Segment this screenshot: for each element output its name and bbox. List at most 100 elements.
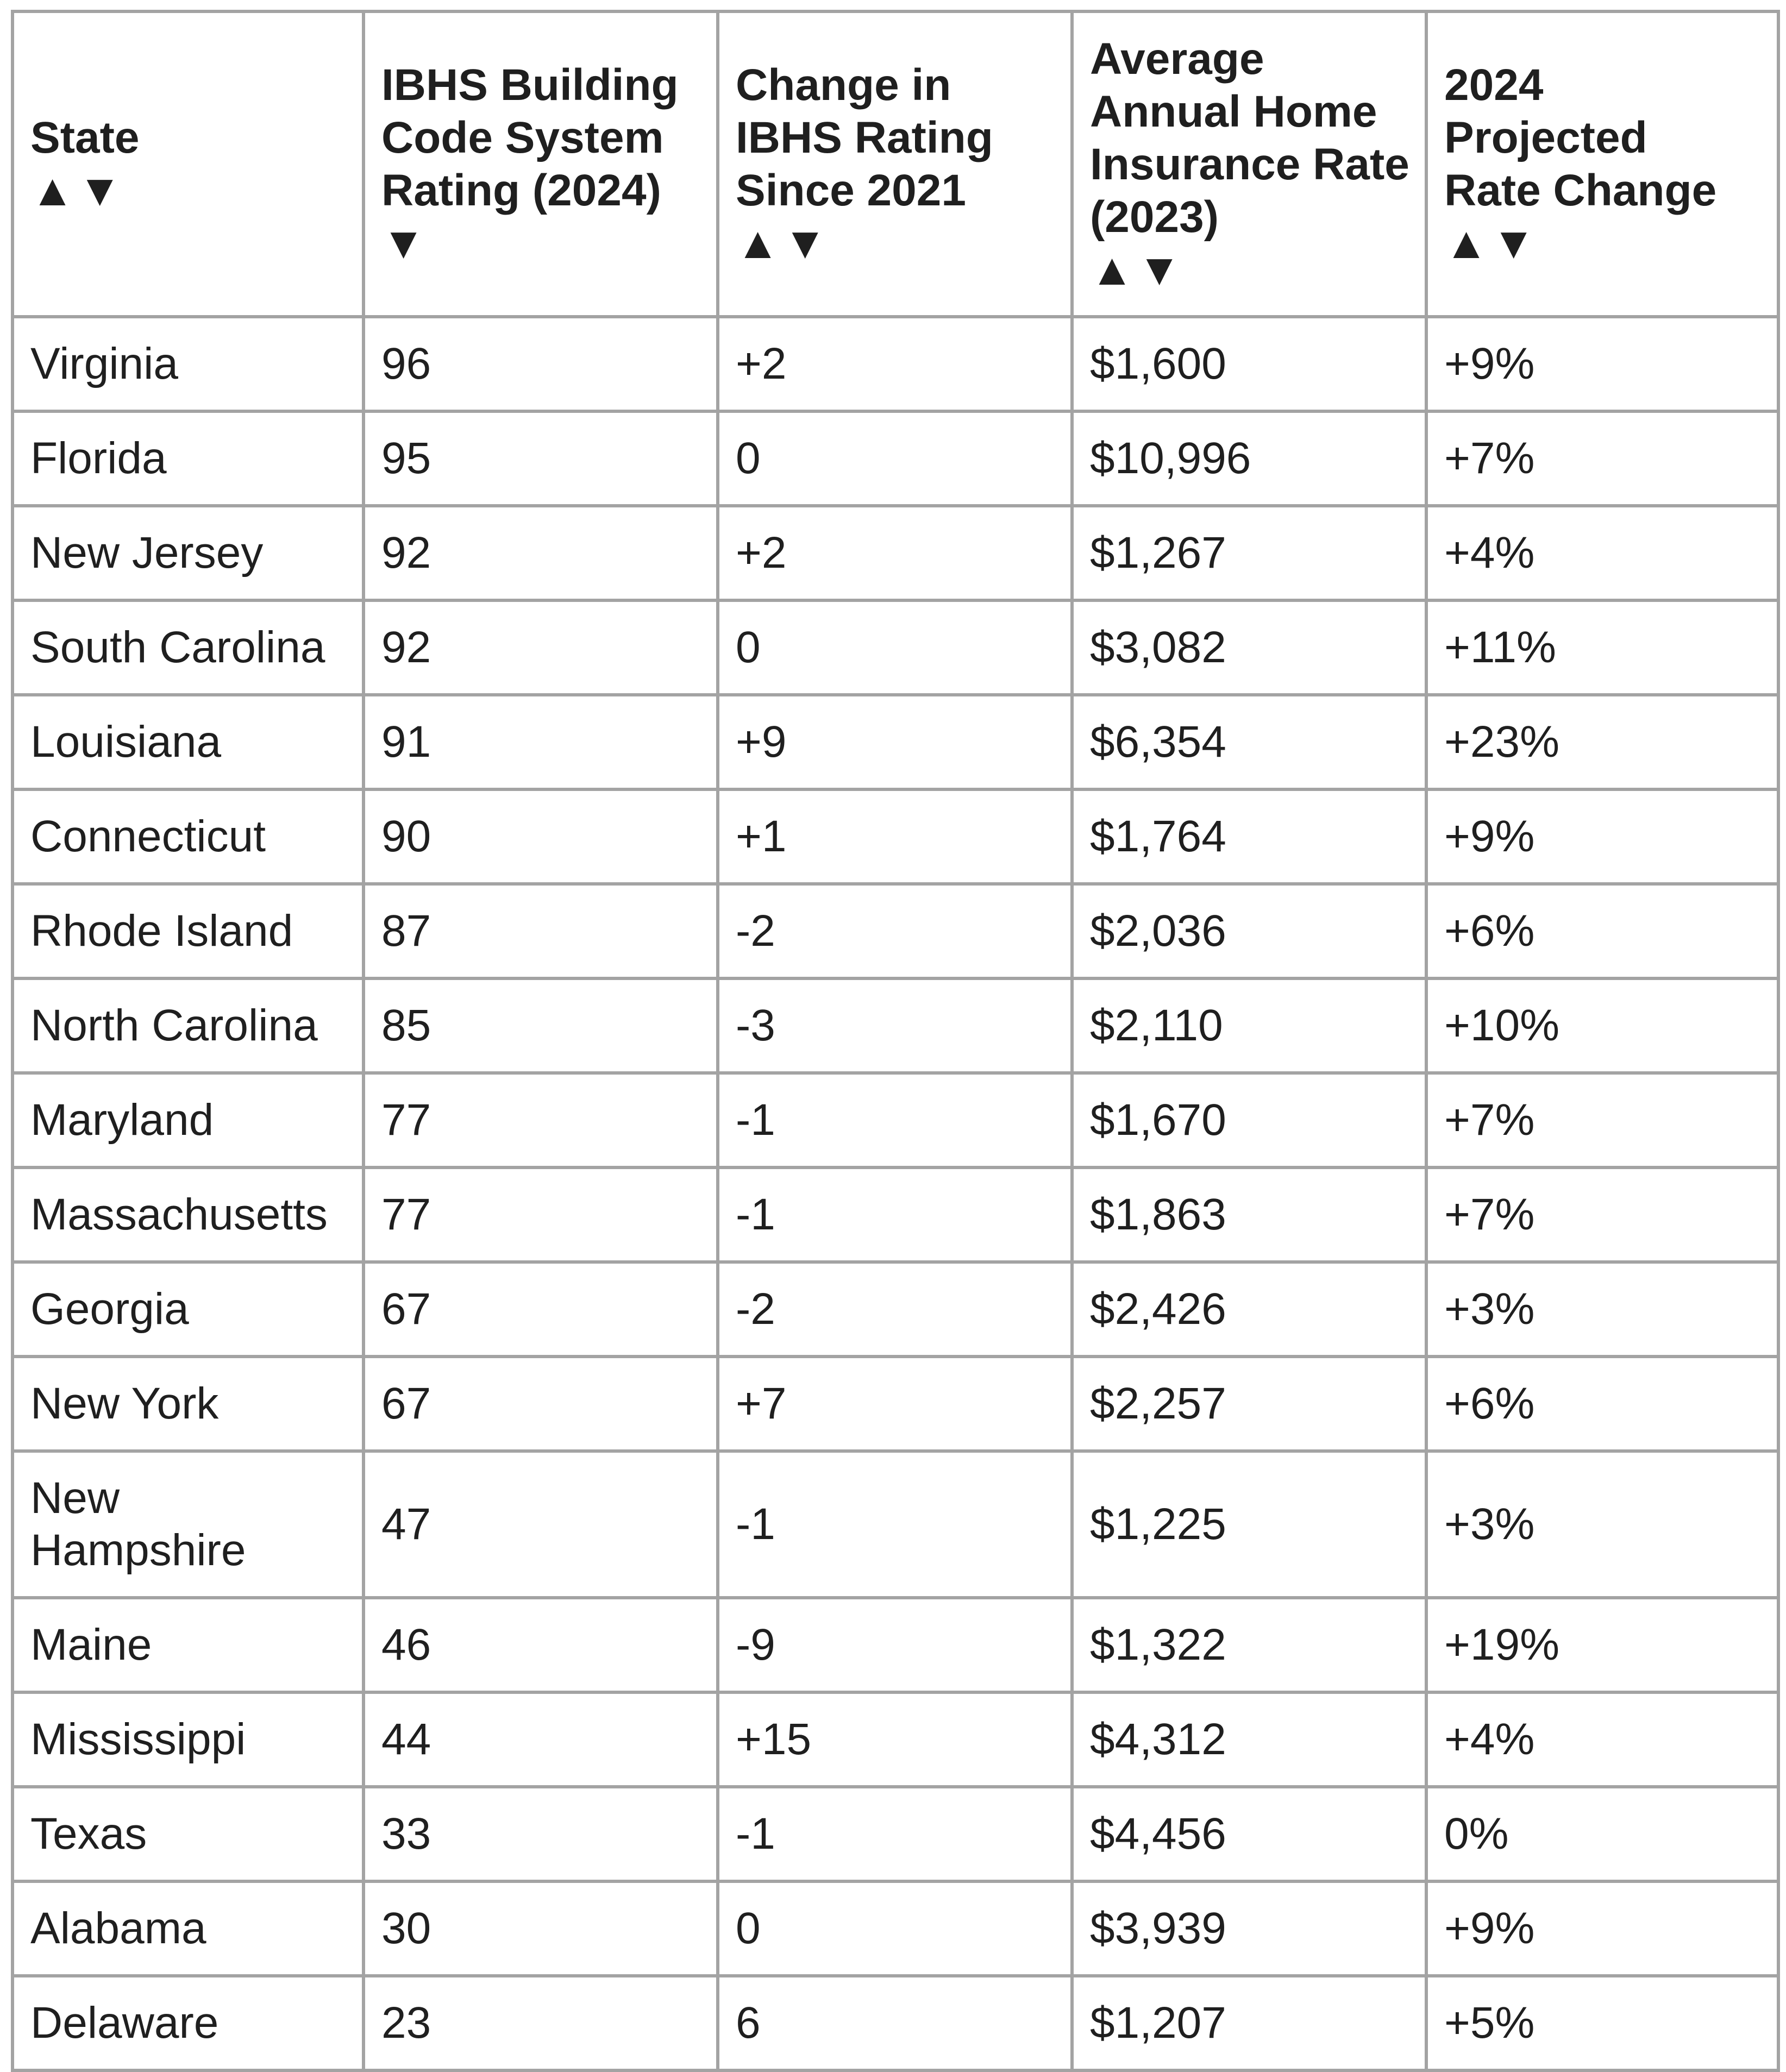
cell-projected-rate-change: +23% (1425, 693, 1780, 791)
cell-ibhs-rating: 95 (362, 410, 719, 507)
table-row: Virginia 96 +2 $1,600 +9% (11, 315, 1780, 413)
cell-projected-rate-change: +7% (1425, 1071, 1780, 1169)
state-insurance-table: State ▲▼ IBHS Building Code System Ratin… (11, 10, 1780, 2072)
cell-rating-change: -1 (716, 1449, 1074, 1599)
cell-avg-insurance-rate: $2,036 (1070, 882, 1428, 980)
cell-projected-rate-change: +7% (1425, 1166, 1780, 1264)
cell-avg-insurance-rate: $4,456 (1070, 1785, 1428, 1883)
sort-desc-icon[interactable]: ▼ (381, 218, 429, 268)
table-row: Maryland 77 -1 $1,670 +7% (11, 1071, 1780, 1169)
column-header-label: IBHS Building Code System Rating (2024) (381, 60, 679, 215)
cell-ibhs-rating: 44 (362, 1691, 719, 1788)
cell-projected-rate-change: +6% (1425, 882, 1780, 980)
cell-rating-change: -1 (716, 1071, 1074, 1169)
column-header-avg-insurance-rate[interactable]: Average Annual Home Insurance Rate (2023… (1070, 10, 1428, 318)
cell-ibhs-rating: 46 (362, 1596, 719, 1694)
table-row: Rhode Island 87 -2 $2,036 +6% (11, 882, 1780, 980)
table-row: Maine 46 -9 $1,322 +19% (11, 1596, 1780, 1694)
cell-avg-insurance-rate: $1,764 (1070, 788, 1428, 886)
column-header-projected-rate-change[interactable]: 2024 Projected Rate Change ▲▼ (1425, 10, 1780, 318)
cell-state: Louisiana (11, 693, 365, 791)
column-header-rating-change[interactable]: Change in IBHS Rating Since 2021 ▲▼ (716, 10, 1074, 318)
cell-state: Mississippi (11, 1691, 365, 1788)
cell-avg-insurance-rate: $1,600 (1070, 315, 1428, 413)
column-header-label: Change in IBHS Rating Since 2021 (736, 60, 993, 215)
table-row: Texas 33 -1 $4,456 0% (11, 1785, 1780, 1883)
cell-projected-rate-change: +7% (1425, 410, 1780, 507)
cell-rating-change: 6 (716, 1974, 1074, 2072)
cell-state: Maryland (11, 1071, 365, 1169)
insurance-table-container: State ▲▼ IBHS Building Code System Ratin… (11, 10, 1780, 2072)
cell-avg-insurance-rate: $3,939 (1070, 1880, 1428, 1977)
cell-projected-rate-change: +4% (1425, 1691, 1780, 1788)
cell-ibhs-rating: 92 (362, 504, 719, 602)
cell-state: Alabama (11, 1880, 365, 1977)
cell-state: Texas (11, 1785, 365, 1883)
cell-rating-change: +1 (716, 788, 1074, 886)
cell-state: Delaware (11, 1974, 365, 2072)
cell-state: Connecticut (11, 788, 365, 886)
cell-rating-change: +7 (716, 1355, 1074, 1453)
cell-rating-change: 0 (716, 410, 1074, 507)
cell-projected-rate-change: +9% (1425, 1880, 1780, 1977)
cell-rating-change: 0 (716, 1880, 1074, 1977)
cell-state: New York (11, 1355, 365, 1453)
sort-arrows-icon[interactable]: ▲▼ (1090, 244, 1185, 294)
table-row: Delaware 23 6 $1,207 +5% (11, 1974, 1780, 2072)
table-row: Florida 95 0 $10,996 +7% (11, 410, 1780, 507)
cell-rating-change: -3 (716, 977, 1074, 1075)
header-row: State ▲▼ IBHS Building Code System Ratin… (11, 10, 1780, 318)
cell-ibhs-rating: 90 (362, 788, 719, 886)
cell-ibhs-rating: 77 (362, 1071, 719, 1169)
table-row: Connecticut 90 +1 $1,764 +9% (11, 788, 1780, 886)
cell-ibhs-rating: 87 (362, 882, 719, 980)
cell-state: Virginia (11, 315, 365, 413)
column-header-state[interactable]: State ▲▼ (11, 10, 365, 318)
table-body: Virginia 96 +2 $1,600 +9% Florida 95 0 $10,996 +7… (11, 315, 1780, 2072)
cell-avg-insurance-rate: $4,312 (1070, 1691, 1428, 1788)
table-row: Massachusetts 77 -1 $1,863 +7% (11, 1166, 1780, 1264)
table-row: Mississippi 44 +15 $4,312 +4% (11, 1691, 1780, 1788)
cell-rating-change: 0 (716, 599, 1074, 696)
cell-rating-change: -1 (716, 1785, 1074, 1883)
cell-ibhs-rating: 67 (362, 1355, 719, 1453)
cell-projected-rate-change: +3% (1425, 1449, 1780, 1599)
cell-state: New Hampshire (11, 1449, 365, 1599)
sort-arrows-icon[interactable]: ▲▼ (30, 166, 126, 215)
table-row: North Carolina 85 -3 $2,110 +10% (11, 977, 1780, 1075)
cell-projected-rate-change: +9% (1425, 788, 1780, 886)
table-row: New York 67 +7 $2,257 +6% (11, 1355, 1780, 1453)
column-header-ibhs-rating[interactable]: IBHS Building Code System Rating (2024) … (362, 10, 719, 318)
column-header-label: Average Annual Home Insurance Rate (2023… (1090, 34, 1409, 242)
cell-projected-rate-change: +10% (1425, 977, 1780, 1075)
cell-projected-rate-change: +9% (1425, 315, 1780, 413)
cell-projected-rate-change: +5% (1425, 1974, 1780, 2072)
sort-arrows-icon[interactable]: ▲▼ (736, 218, 831, 268)
table-row: New Jersey 92 +2 $1,267 +4% (11, 504, 1780, 602)
table-row: South Carolina 92 0 $3,082 +11% (11, 599, 1780, 696)
cell-ibhs-rating: 85 (362, 977, 719, 1075)
cell-projected-rate-change: 0% (1425, 1785, 1780, 1883)
cell-avg-insurance-rate: $2,110 (1070, 977, 1428, 1075)
cell-state: New Jersey (11, 504, 365, 602)
cell-rating-change: +2 (716, 504, 1074, 602)
cell-state: South Carolina (11, 599, 365, 696)
cell-ibhs-rating: 47 (362, 1449, 719, 1599)
cell-avg-insurance-rate: $1,322 (1070, 1596, 1428, 1694)
cell-state: Massachusetts (11, 1166, 365, 1264)
cell-ibhs-rating: 23 (362, 1974, 719, 2072)
cell-avg-insurance-rate: $1,207 (1070, 1974, 1428, 2072)
cell-state: Georgia (11, 1260, 365, 1358)
cell-projected-rate-change: +6% (1425, 1355, 1780, 1453)
cell-projected-rate-change: +11% (1425, 599, 1780, 696)
cell-avg-insurance-rate: $3,082 (1070, 599, 1428, 696)
table-row: Louisiana 91 +9 $6,354 +23% (11, 693, 1780, 791)
cell-ibhs-rating: 33 (362, 1785, 719, 1883)
cell-avg-insurance-rate: $2,426 (1070, 1260, 1428, 1358)
column-header-label: 2024 Projected Rate Change (1444, 60, 1717, 215)
cell-ibhs-rating: 92 (362, 599, 719, 696)
cell-avg-insurance-rate: $2,257 (1070, 1355, 1428, 1453)
cell-rating-change: +9 (716, 693, 1074, 791)
sort-arrows-icon[interactable]: ▲▼ (1444, 218, 1539, 268)
cell-ibhs-rating: 91 (362, 693, 719, 791)
